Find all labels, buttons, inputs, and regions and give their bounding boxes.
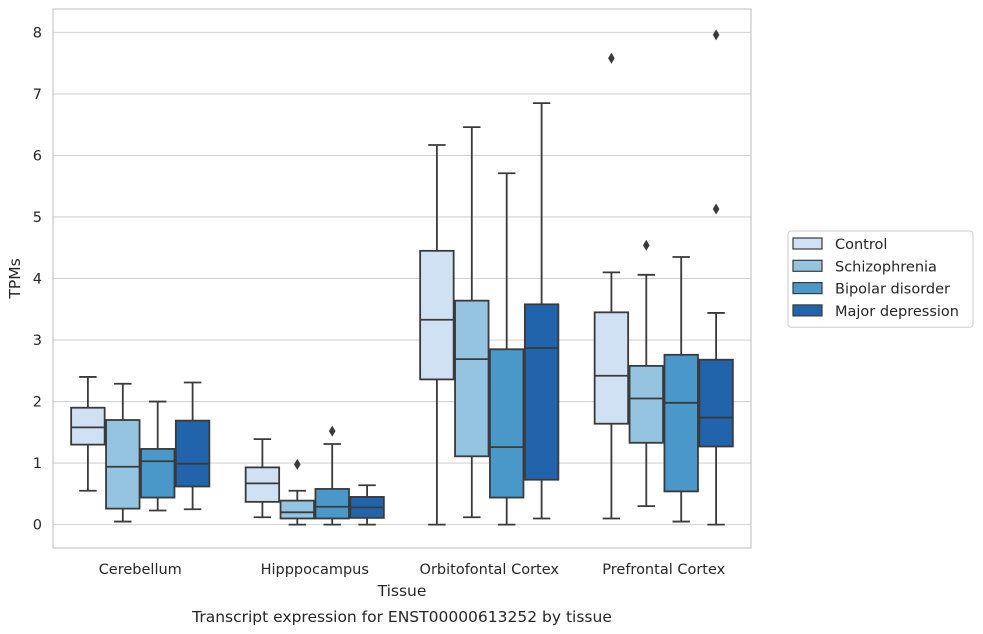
legend-item: Schizophrenia (792, 259, 937, 275)
box-body (279, 499, 315, 520)
plot-frame (52, 8, 752, 549)
box-body (174, 419, 211, 488)
box-2-2 (489, 172, 525, 526)
box-0-0 (70, 376, 106, 492)
box-layer (70, 29, 734, 526)
box-3-1 (628, 239, 664, 508)
outlier-marker (712, 29, 720, 41)
box-body (314, 488, 350, 520)
box-3-0 (593, 52, 630, 520)
legend-label: Bipolar disorder (835, 282, 950, 298)
legend-item: Control (792, 237, 887, 253)
box-body (593, 311, 630, 425)
box-body (663, 353, 699, 493)
x-tick-label: Cerebellum (99, 562, 182, 578)
box-0-1 (105, 382, 141, 523)
x-axis-title: Tissue (377, 582, 427, 600)
x-tick-label: Hipppocampus (261, 562, 369, 578)
legend-swatch (792, 237, 823, 250)
y-tick-label: 5 (33, 210, 42, 226)
y-tick-label: 1 (33, 456, 42, 472)
box-0-3 (174, 381, 211, 511)
legend-swatch (792, 259, 823, 272)
box-1-1 (279, 458, 315, 526)
y-tick-label: 4 (33, 272, 42, 288)
box-1-3 (349, 484, 385, 526)
box-2-1 (454, 126, 490, 519)
legend-swatch (792, 282, 823, 295)
box-2-0 (419, 144, 455, 526)
box-body (140, 448, 176, 499)
legend-frame (787, 230, 974, 328)
y-tick-labels: 0 1 2 3 4 5 6 7 8 (33, 25, 42, 533)
y-tick-label: 3 (33, 333, 42, 349)
y-axis-title: TPMs (6, 258, 24, 299)
box-2-3 (523, 102, 560, 520)
outlier-marker (643, 239, 650, 251)
outlier-marker (712, 203, 720, 215)
box-0-2 (140, 400, 176, 512)
box-body (628, 364, 664, 444)
legend-label: Control (835, 237, 887, 253)
box-body (244, 466, 281, 503)
y-tick-label: 7 (33, 87, 42, 103)
y-tick-label: 2 (33, 395, 42, 411)
x-tick-labels: Cerebellum Hipppocampus Orbitofontal Corte… (99, 562, 726, 578)
legend-label: Schizophrenia (835, 259, 937, 275)
x-tick-label: Prefrontal Cortex (602, 562, 725, 578)
legend-item: Major depression (792, 304, 959, 320)
chart-caption: Transcript expression for ENST0000061325… (191, 608, 612, 626)
box-body (523, 303, 560, 481)
box-1-0 (244, 438, 281, 519)
outlier-marker (294, 458, 301, 470)
outlier-marker (608, 52, 615, 64)
legend: Control Schizophrenia Bipolar disorder Majo… (787, 230, 974, 328)
box-body (698, 358, 734, 448)
legend-swatch (792, 304, 823, 317)
box-1-2 (314, 425, 350, 526)
box-body (489, 348, 525, 499)
outlier-marker (328, 425, 336, 437)
box-body (419, 249, 455, 381)
box-body (70, 406, 106, 446)
y-tick-label: 0 (33, 518, 42, 534)
box-3-3 (698, 29, 734, 526)
box-3-2 (663, 256, 699, 523)
legend-label: Major depression (835, 304, 959, 320)
y-tick-label: 6 (33, 148, 42, 164)
box-body (454, 299, 490, 458)
x-tick-label: Orbitofontal Cortex (420, 562, 560, 578)
y-tick-label: 8 (33, 25, 42, 41)
legend-item: Bipolar disorder (792, 282, 950, 298)
box-body (105, 419, 141, 510)
